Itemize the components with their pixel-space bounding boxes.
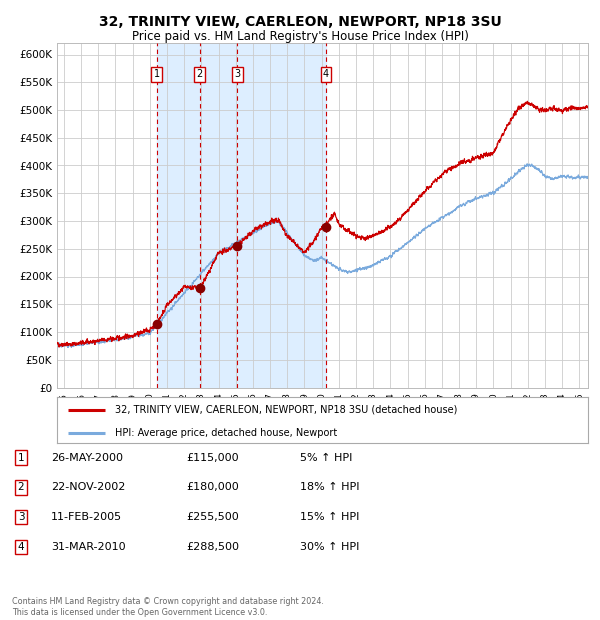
Text: £288,500: £288,500 <box>186 542 239 552</box>
Bar <box>157 43 326 388</box>
Text: HPI: Average price, detached house, Newport: HPI: Average price, detached house, Newp… <box>115 428 338 438</box>
Text: 1: 1 <box>154 69 160 79</box>
Text: 32, TRINITY VIEW, CAERLEON, NEWPORT, NP18 3SU (detached house): 32, TRINITY VIEW, CAERLEON, NEWPORT, NP1… <box>115 405 458 415</box>
Text: £115,000: £115,000 <box>186 453 239 463</box>
Text: 31-MAR-2010: 31-MAR-2010 <box>51 542 125 552</box>
Text: 32, TRINITY VIEW, CAERLEON, NEWPORT, NP18 3SU: 32, TRINITY VIEW, CAERLEON, NEWPORT, NP1… <box>98 16 502 30</box>
Text: 18% ↑ HPI: 18% ↑ HPI <box>300 482 359 492</box>
Text: 30% ↑ HPI: 30% ↑ HPI <box>300 542 359 552</box>
Text: 2: 2 <box>197 69 203 79</box>
Text: 4: 4 <box>17 542 25 552</box>
Text: 26-MAY-2000: 26-MAY-2000 <box>51 453 123 463</box>
Text: Price paid vs. HM Land Registry's House Price Index (HPI): Price paid vs. HM Land Registry's House … <box>131 30 469 43</box>
Text: £180,000: £180,000 <box>186 482 239 492</box>
Text: £255,500: £255,500 <box>186 512 239 522</box>
Text: 3: 3 <box>17 512 25 522</box>
Text: 4: 4 <box>323 69 329 79</box>
Text: 15% ↑ HPI: 15% ↑ HPI <box>300 512 359 522</box>
Text: 11-FEB-2005: 11-FEB-2005 <box>51 512 122 522</box>
Text: 2: 2 <box>17 482 25 492</box>
Text: Contains HM Land Registry data © Crown copyright and database right 2024.
This d: Contains HM Land Registry data © Crown c… <box>12 598 324 617</box>
Text: 5% ↑ HPI: 5% ↑ HPI <box>300 453 352 463</box>
Text: 22-NOV-2002: 22-NOV-2002 <box>51 482 125 492</box>
Text: 1: 1 <box>17 453 25 463</box>
Text: 3: 3 <box>235 69 241 79</box>
